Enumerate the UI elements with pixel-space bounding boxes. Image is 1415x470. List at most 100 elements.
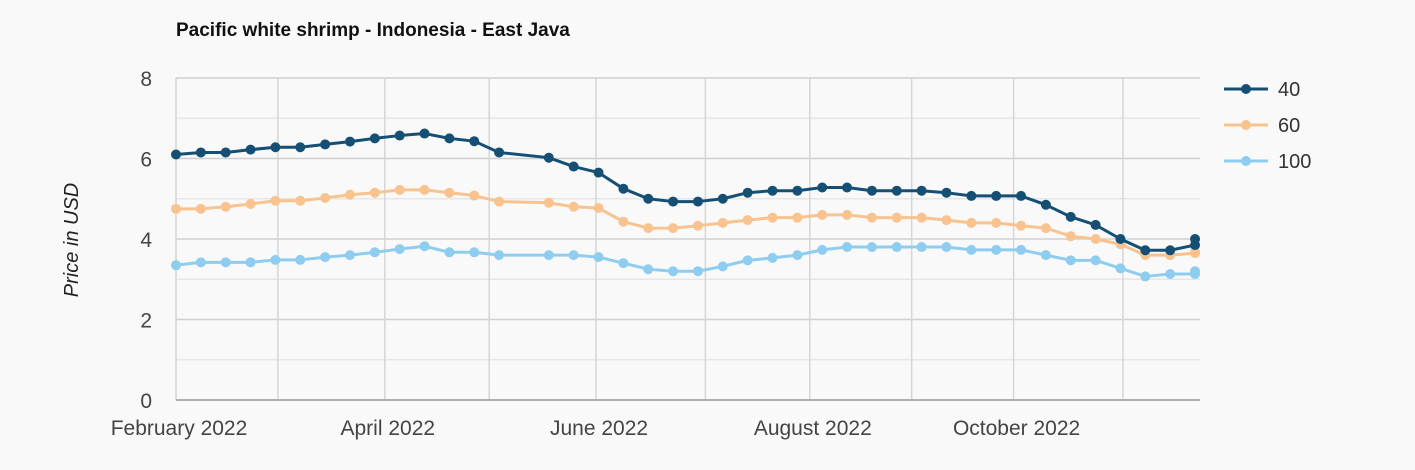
data-point-40[interactable] bbox=[295, 142, 306, 153]
data-point-40[interactable] bbox=[891, 185, 902, 196]
data-point-40[interactable] bbox=[494, 147, 505, 158]
data-point-60[interactable] bbox=[866, 212, 877, 223]
data-point-40[interactable] bbox=[593, 167, 604, 178]
data-point-100[interactable] bbox=[295, 254, 306, 265]
data-point-100[interactable] bbox=[220, 257, 231, 268]
data-point-100[interactable] bbox=[344, 250, 355, 261]
data-point-60[interactable] bbox=[767, 212, 778, 223]
data-point-40[interactable] bbox=[245, 144, 256, 155]
data-point-40[interactable] bbox=[320, 139, 331, 150]
data-point-60[interactable] bbox=[469, 190, 480, 201]
data-point-40[interactable] bbox=[568, 161, 579, 172]
data-point-100[interactable] bbox=[991, 244, 1002, 255]
data-point-40[interactable] bbox=[469, 136, 480, 147]
data-point-40[interactable] bbox=[1115, 234, 1126, 244]
data-point-100[interactable] bbox=[817, 244, 828, 255]
data-point-40[interactable] bbox=[792, 185, 803, 196]
data-point-60[interactable] bbox=[171, 203, 181, 214]
data-point-60[interactable] bbox=[618, 216, 629, 227]
data-point-60[interactable] bbox=[543, 197, 554, 208]
data-point-100[interactable] bbox=[469, 247, 480, 258]
data-point-100[interactable] bbox=[1165, 269, 1176, 280]
data-point-40[interactable] bbox=[742, 187, 753, 198]
data-point-40[interactable] bbox=[817, 182, 828, 193]
data-point-60[interactable] bbox=[195, 203, 206, 214]
data-point-100[interactable] bbox=[692, 266, 703, 277]
data-point-60[interactable] bbox=[966, 217, 977, 228]
data-point-40[interactable] bbox=[344, 136, 355, 147]
data-point-100[interactable] bbox=[1140, 271, 1151, 282]
data-point-60[interactable] bbox=[270, 195, 281, 206]
data-point-60[interactable] bbox=[817, 209, 828, 220]
data-point-60[interactable] bbox=[593, 203, 604, 214]
data-point-100[interactable] bbox=[891, 242, 902, 253]
data-point-60[interactable] bbox=[295, 195, 306, 206]
data-point-100[interactable] bbox=[1115, 263, 1126, 274]
data-point-100[interactable] bbox=[866, 242, 877, 253]
data-point-40[interactable] bbox=[991, 190, 1002, 201]
data-point-40[interactable] bbox=[171, 149, 181, 160]
data-point-40[interactable] bbox=[941, 187, 952, 198]
data-point-40[interactable] bbox=[916, 185, 927, 196]
data-point-40[interactable] bbox=[643, 193, 654, 204]
data-point-60[interactable] bbox=[668, 223, 679, 234]
data-point-100[interactable] bbox=[270, 254, 281, 265]
data-point-40[interactable] bbox=[1040, 199, 1051, 210]
data-point-60[interactable] bbox=[1016, 220, 1027, 231]
data-point-60[interactable] bbox=[568, 201, 579, 212]
data-point-100[interactable] bbox=[245, 257, 256, 268]
data-point-100[interactable] bbox=[618, 258, 629, 269]
data-point-100[interactable] bbox=[792, 250, 803, 261]
data-point-100[interactable] bbox=[593, 252, 604, 263]
legend[interactable]: 40 60 100 bbox=[1224, 79, 1311, 173]
data-point-40[interactable] bbox=[419, 128, 430, 139]
data-point-40[interactable] bbox=[1090, 219, 1101, 230]
data-point-60[interactable] bbox=[742, 215, 753, 226]
data-point-40[interactable] bbox=[1165, 245, 1176, 256]
data-point-100[interactable] bbox=[171, 260, 181, 271]
data-point-40[interactable] bbox=[444, 133, 455, 144]
data-point-100[interactable] bbox=[643, 264, 654, 275]
data-point-100[interactable] bbox=[966, 244, 977, 255]
data-point-60[interactable] bbox=[643, 223, 654, 234]
data-point-100[interactable] bbox=[320, 252, 331, 263]
data-point-60[interactable] bbox=[1190, 247, 1201, 258]
data-point-100[interactable] bbox=[1090, 255, 1101, 266]
data-point-60[interactable] bbox=[717, 217, 728, 228]
data-point-100[interactable] bbox=[767, 252, 778, 263]
data-point-100[interactable] bbox=[1016, 244, 1027, 255]
data-point-100[interactable] bbox=[394, 244, 405, 255]
data-point-100[interactable] bbox=[419, 241, 430, 252]
data-point-40[interactable] bbox=[1190, 234, 1201, 244]
data-point-100[interactable] bbox=[1065, 255, 1076, 266]
data-point-60[interactable] bbox=[991, 217, 1002, 228]
data-point-60[interactable] bbox=[494, 196, 505, 207]
data-point-60[interactable] bbox=[1065, 231, 1076, 242]
data-point-60[interactable] bbox=[1090, 234, 1101, 244]
data-point-60[interactable] bbox=[320, 192, 331, 203]
data-point-100[interactable] bbox=[568, 250, 579, 261]
data-point-40[interactable] bbox=[394, 130, 405, 141]
data-point-40[interactable] bbox=[1065, 211, 1076, 222]
legend-item-100[interactable]: 100 bbox=[1224, 151, 1311, 173]
legend-item-40[interactable]: 40 bbox=[1224, 79, 1300, 101]
data-point-60[interactable] bbox=[245, 198, 256, 209]
data-point-60[interactable] bbox=[842, 209, 853, 220]
legend-item-60[interactable]: 60 bbox=[1224, 115, 1300, 137]
data-point-40[interactable] bbox=[220, 147, 231, 158]
data-point-40[interactable] bbox=[1016, 190, 1027, 201]
data-point-100[interactable] bbox=[842, 242, 853, 253]
data-point-100[interactable] bbox=[941, 242, 952, 253]
data-point-40[interactable] bbox=[195, 147, 206, 158]
data-point-100[interactable] bbox=[742, 255, 753, 266]
data-point-60[interactable] bbox=[916, 212, 927, 223]
data-point-40[interactable] bbox=[842, 182, 853, 193]
data-point-100[interactable] bbox=[543, 250, 554, 261]
data-point-40[interactable] bbox=[966, 190, 977, 201]
data-point-60[interactable] bbox=[1040, 223, 1051, 234]
data-point-40[interactable] bbox=[543, 152, 554, 163]
data-point-40[interactable] bbox=[270, 142, 281, 153]
data-point-60[interactable] bbox=[444, 187, 455, 198]
data-point-60[interactable] bbox=[220, 201, 231, 212]
data-point-40[interactable] bbox=[618, 183, 629, 194]
